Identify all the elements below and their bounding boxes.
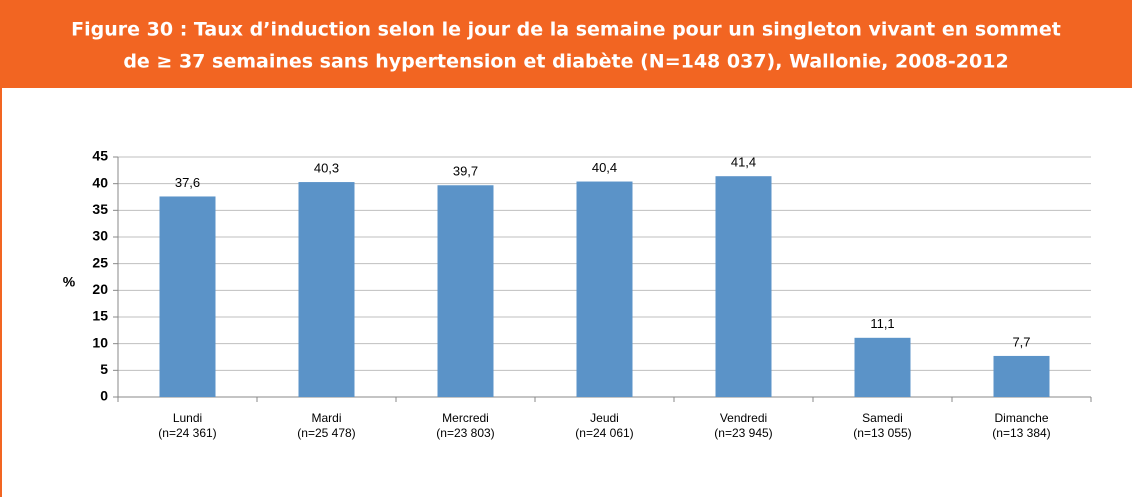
y-tick-label: 30 [92, 228, 108, 244]
x-tick-label: Mardi [311, 411, 341, 425]
bar [437, 185, 494, 397]
x-tick-count: (n=23 945) [714, 426, 772, 440]
chart-title: Figure 30 : Taux d’induction selon le jo… [71, 19, 1061, 41]
y-tick-label: 25 [92, 254, 108, 270]
x-tick-label: Mercredi [442, 411, 489, 425]
header [0, 0, 1132, 88]
y-tick-label: 0 [100, 388, 108, 404]
y-tick-label: 10 [92, 334, 108, 350]
y-tick-label: 5 [100, 361, 108, 377]
y-tick-label: 35 [92, 201, 108, 217]
x-tick-count: (n=25 478) [297, 426, 355, 440]
data-label: 40,4 [592, 160, 617, 175]
x-tick-count: (n=24 361) [158, 426, 216, 440]
y-tick-label: 15 [92, 308, 108, 324]
data-label: 40,3 [314, 161, 339, 176]
chart-title: de ≥ 37 semaines sans hypertension et di… [123, 51, 1008, 73]
x-tick-count: (n=24 061) [575, 426, 633, 440]
border [0, 88, 2, 497]
y-tick-label: 20 [92, 281, 108, 297]
data-label: 7,7 [1012, 334, 1030, 349]
data-label: 41,4 [731, 155, 756, 170]
x-tick-label: Lundi [173, 411, 202, 425]
x-tick-label: Vendredi [720, 411, 767, 425]
bar [715, 176, 772, 397]
y-tick-label: 45 [92, 148, 108, 164]
bar [576, 181, 633, 397]
y-tick-label: 40 [92, 174, 108, 190]
x-tick-count: (n=13 055) [853, 426, 911, 440]
x-tick-label: Samedi [862, 411, 903, 425]
x-tick-label: Jeudi [590, 411, 619, 425]
data-label: 37,6 [175, 175, 200, 190]
y-axis-label: % [63, 274, 76, 290]
x-tick-label: Dimanche [994, 411, 1048, 425]
bar [159, 196, 216, 397]
bar [993, 355, 1050, 397]
data-label: 39,7 [453, 164, 478, 179]
x-tick-count: (n=13 384) [992, 426, 1050, 440]
x-tick-count: (n=23 803) [436, 426, 494, 440]
bar [854, 337, 911, 397]
data-label: 11,1 [870, 316, 894, 331]
bar [298, 182, 355, 397]
